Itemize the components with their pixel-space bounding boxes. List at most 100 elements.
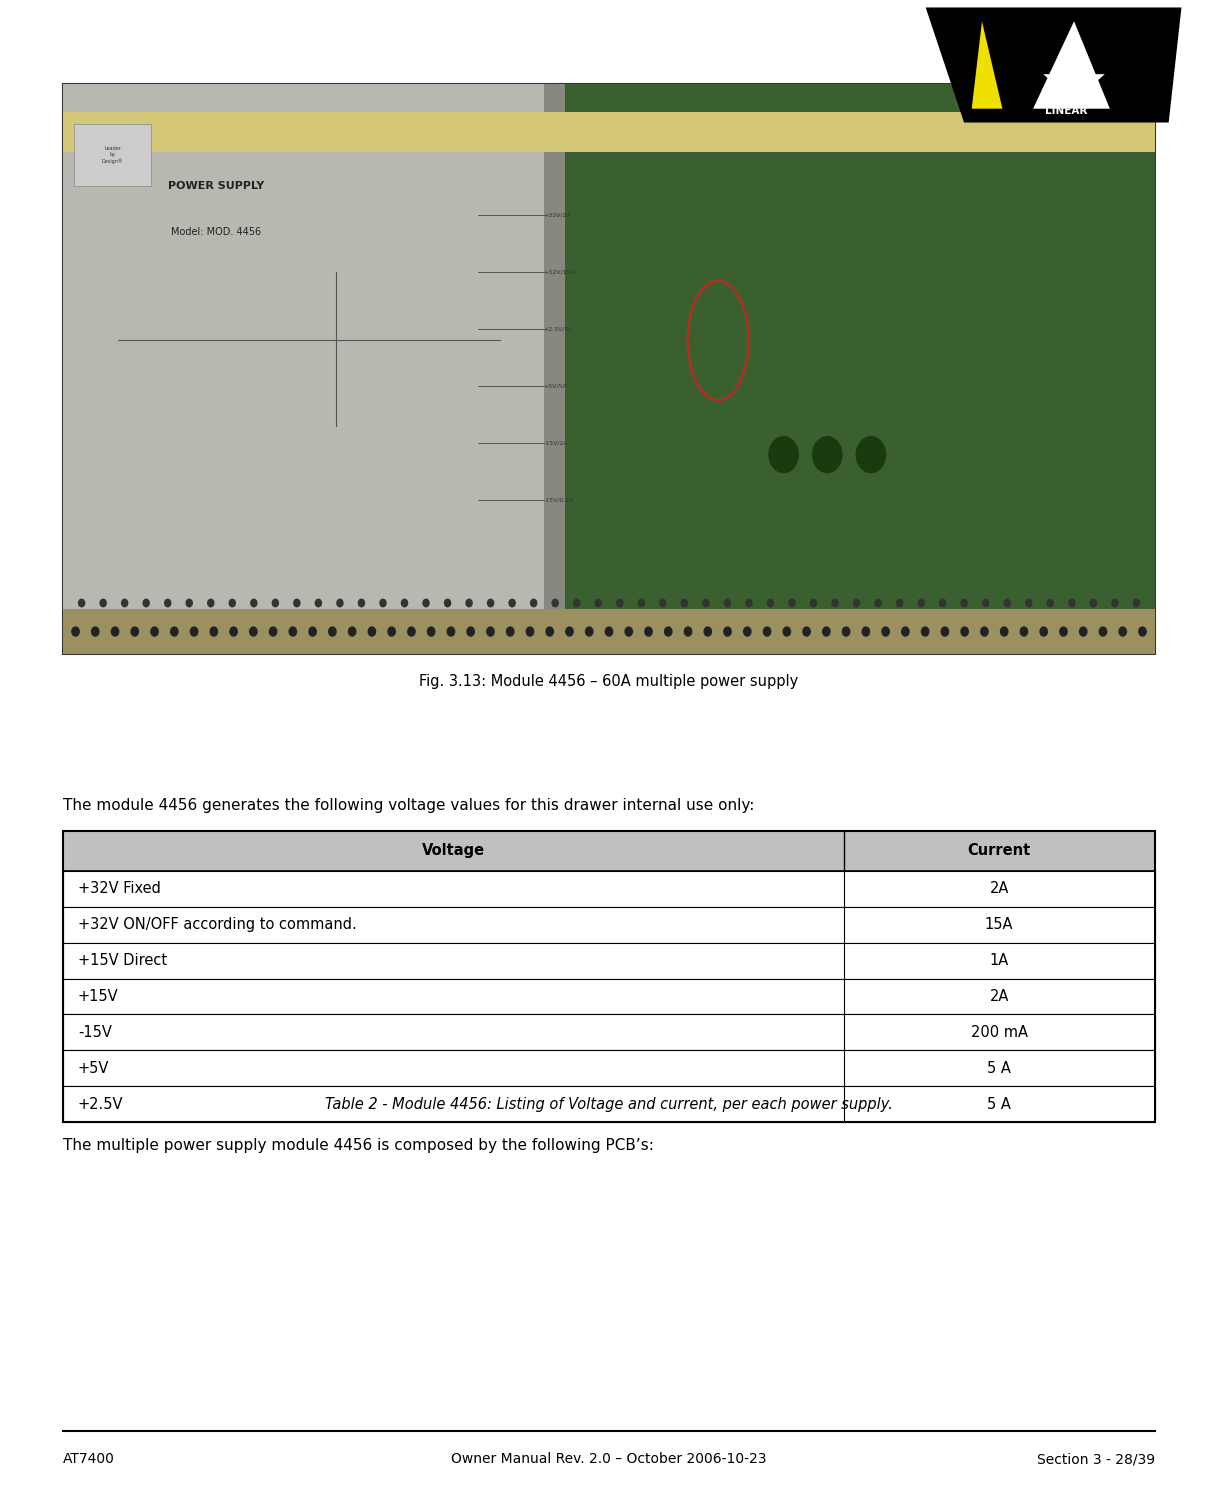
FancyBboxPatch shape	[63, 831, 1155, 871]
Text: Leader
by
Design®: Leader by Design®	[101, 146, 123, 164]
Text: The multiple power supply module 4456 is composed by the following PCB’s:: The multiple power supply module 4456 is…	[63, 1138, 654, 1153]
Circle shape	[769, 436, 798, 472]
Circle shape	[309, 627, 317, 636]
FancyBboxPatch shape	[63, 871, 1155, 907]
Circle shape	[171, 627, 178, 636]
Circle shape	[660, 599, 666, 607]
Circle shape	[1021, 627, 1028, 636]
Circle shape	[918, 599, 924, 607]
Text: +15V: +15V	[78, 989, 118, 1004]
FancyBboxPatch shape	[63, 979, 1155, 1014]
Text: +2.5V/5A: +2.5V/5A	[543, 327, 574, 332]
Text: +15V Direct: +15V Direct	[78, 953, 167, 968]
Circle shape	[428, 627, 435, 636]
Circle shape	[586, 627, 593, 636]
Circle shape	[122, 599, 128, 607]
Circle shape	[605, 627, 613, 636]
Circle shape	[832, 599, 838, 607]
Circle shape	[526, 627, 533, 636]
Circle shape	[100, 599, 106, 607]
Text: Voltage: Voltage	[421, 843, 485, 859]
Circle shape	[507, 627, 514, 636]
Circle shape	[447, 627, 454, 636]
Circle shape	[596, 599, 602, 607]
Circle shape	[1079, 627, 1086, 636]
Circle shape	[389, 627, 396, 636]
Circle shape	[723, 627, 731, 636]
Circle shape	[744, 627, 752, 636]
Circle shape	[896, 599, 903, 607]
Circle shape	[783, 627, 790, 636]
Circle shape	[250, 627, 257, 636]
Circle shape	[812, 436, 842, 472]
Circle shape	[810, 599, 816, 607]
FancyBboxPatch shape	[74, 124, 151, 187]
Circle shape	[1060, 627, 1067, 636]
Text: Table 2 - Module 4456: Listing of Voltage and current, per each power supply.: Table 2 - Module 4456: Listing of Voltag…	[325, 1097, 893, 1112]
Polygon shape	[972, 21, 1002, 109]
Circle shape	[901, 627, 909, 636]
Circle shape	[368, 627, 375, 636]
Text: +32V Fixed: +32V Fixed	[78, 881, 161, 896]
Circle shape	[487, 599, 493, 607]
Polygon shape	[1033, 21, 1110, 109]
Circle shape	[408, 627, 415, 636]
Circle shape	[764, 627, 771, 636]
Circle shape	[229, 599, 235, 607]
Circle shape	[72, 627, 79, 636]
Text: Model: MOD. 4456: Model: MOD. 4456	[171, 227, 261, 238]
Circle shape	[1047, 599, 1054, 607]
Circle shape	[466, 627, 474, 636]
Circle shape	[822, 627, 829, 636]
Circle shape	[616, 599, 622, 607]
Text: 2A: 2A	[989, 881, 1009, 896]
Circle shape	[251, 599, 257, 607]
Text: The module 4456 generates the following voltage values for this drawer internal : The module 4456 generates the following …	[63, 798, 755, 813]
Text: LINEAR: LINEAR	[1045, 106, 1088, 115]
Text: -15V/0.2A: -15V/0.2A	[543, 498, 574, 503]
Circle shape	[789, 599, 795, 607]
Circle shape	[509, 599, 515, 607]
Circle shape	[315, 599, 322, 607]
Circle shape	[151, 627, 158, 636]
Text: 200 mA: 200 mA	[971, 1025, 1028, 1040]
Circle shape	[337, 599, 343, 607]
Circle shape	[487, 627, 495, 636]
Circle shape	[423, 599, 429, 607]
Text: +5V: +5V	[78, 1061, 110, 1076]
Circle shape	[273, 599, 279, 607]
Circle shape	[882, 627, 889, 636]
Polygon shape	[926, 7, 1181, 123]
Circle shape	[1068, 599, 1074, 607]
Polygon shape	[1044, 75, 1105, 102]
Circle shape	[1000, 627, 1007, 636]
Circle shape	[939, 599, 945, 607]
Text: +5V/5A: +5V/5A	[543, 384, 568, 388]
Circle shape	[358, 599, 364, 607]
Text: 5 A: 5 A	[988, 1061, 1011, 1076]
FancyBboxPatch shape	[543, 84, 565, 654]
Circle shape	[329, 627, 336, 636]
Circle shape	[546, 627, 553, 636]
Circle shape	[1119, 627, 1127, 636]
Circle shape	[856, 436, 885, 472]
Text: 5 A: 5 A	[988, 1097, 1011, 1112]
Circle shape	[681, 599, 687, 607]
Text: Section 3 - 28/39: Section 3 - 28/39	[1037, 1452, 1155, 1466]
Circle shape	[922, 627, 929, 636]
Circle shape	[942, 627, 949, 636]
Circle shape	[745, 599, 752, 607]
Circle shape	[91, 627, 99, 636]
FancyBboxPatch shape	[63, 907, 1155, 943]
Text: +32V ON/OFF according to command.: +32V ON/OFF according to command.	[78, 917, 357, 932]
Text: AT7400: AT7400	[63, 1452, 116, 1466]
Circle shape	[574, 599, 580, 607]
Circle shape	[1026, 599, 1032, 607]
Circle shape	[983, 599, 989, 607]
Circle shape	[665, 627, 672, 636]
Text: Owner Manual Rev. 2.0 – October 2006-10-23: Owner Manual Rev. 2.0 – October 2006-10-…	[451, 1452, 767, 1466]
Circle shape	[445, 599, 451, 607]
Circle shape	[1133, 599, 1140, 607]
Circle shape	[289, 627, 296, 636]
FancyBboxPatch shape	[565, 84, 1155, 654]
